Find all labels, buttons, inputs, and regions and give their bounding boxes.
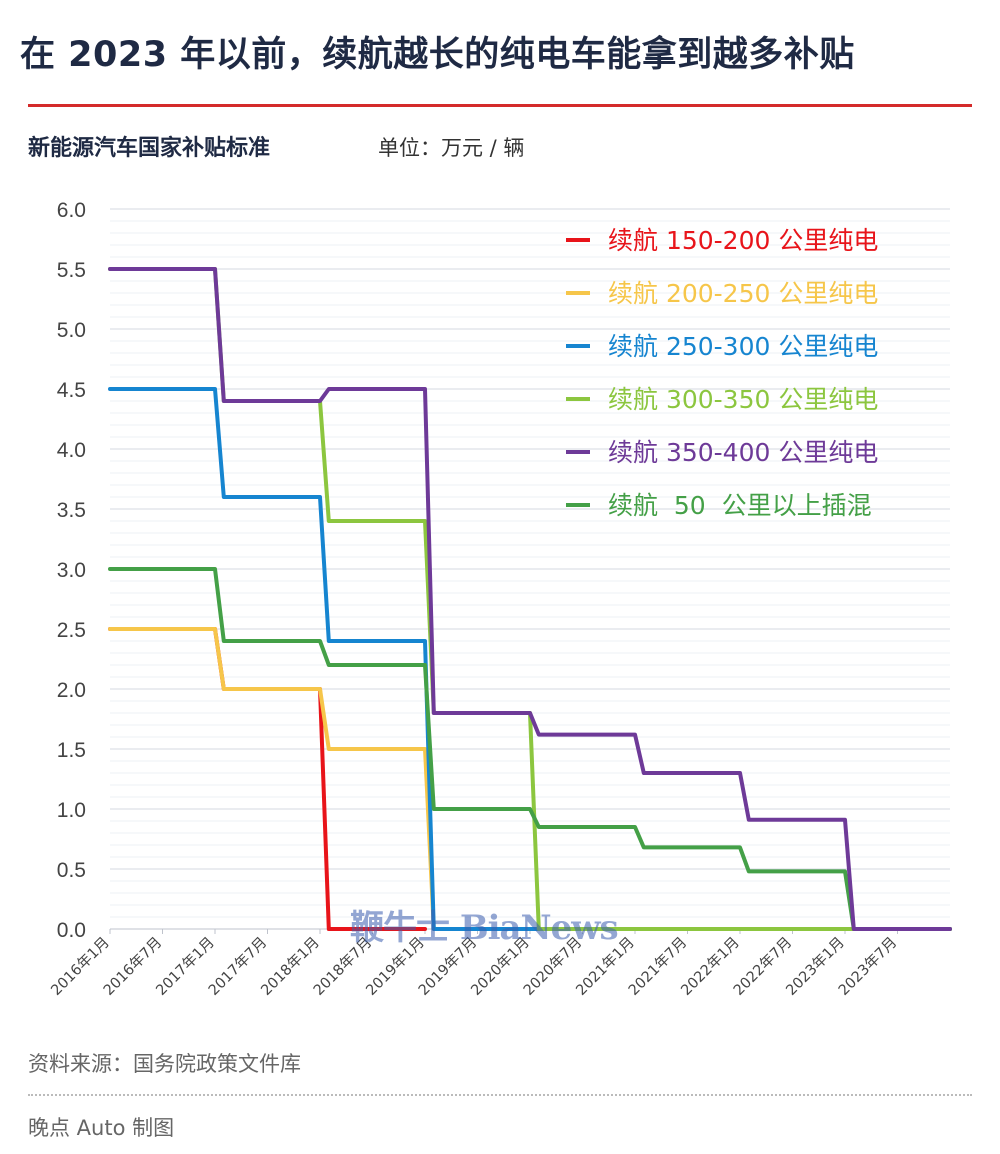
credit-note: 晚点 Auto 制图 xyxy=(28,1116,175,1140)
y-tick-label: 1.5 xyxy=(57,739,86,762)
chart-subtitle: 新能源汽车国家补贴标准 xyxy=(28,136,271,161)
y-tick-label: 3.5 xyxy=(57,499,86,522)
series-line xyxy=(108,267,952,931)
subsidy-line-chart: 0.00.51.01.52.02.53.03.54.04.55.05.56.02… xyxy=(48,199,952,999)
legend-label: 续航 350-400 公里纯电 xyxy=(608,438,878,467)
series-line xyxy=(108,267,952,931)
y-tick-label: 0.5 xyxy=(57,859,86,882)
legend-label: 续航 250-300 公里纯电 xyxy=(608,332,878,361)
page-title: 在 2023 年以前，续航越长的纯电车能拿到越多补贴 xyxy=(20,35,855,75)
y-tick-label: 1.0 xyxy=(57,799,86,822)
legend-label: 续航 200-250 公里纯电 xyxy=(608,279,878,308)
series-line xyxy=(108,387,952,931)
y-tick-label: 5.0 xyxy=(57,319,86,342)
series-line xyxy=(108,627,427,931)
footer-divider xyxy=(28,1094,972,1096)
series-line xyxy=(108,567,952,931)
y-tick-label: 4.5 xyxy=(57,379,86,402)
y-tick-label: 4.0 xyxy=(57,439,86,462)
y-tick-label: 2.5 xyxy=(57,619,86,642)
legend-label: 续航 50 公里以上插混 xyxy=(608,491,872,520)
y-tick-label: 5.5 xyxy=(57,259,86,282)
bianews-watermark: 鞭牛士 BiaNews xyxy=(350,908,619,948)
y-tick-label: 0.0 xyxy=(57,919,86,942)
legend-label: 续航 300-350 公里纯电 xyxy=(608,385,878,414)
y-tick-label: 2.0 xyxy=(57,679,86,702)
legend-label: 续航 150-200 公里纯电 xyxy=(608,226,878,255)
title-divider xyxy=(28,104,972,107)
y-tick-label: 6.0 xyxy=(57,199,86,222)
series-line xyxy=(108,627,952,931)
source-note: 资料来源：国务院政策文件库 xyxy=(28,1052,301,1076)
y-tick-label: 3.0 xyxy=(57,559,86,582)
unit-label: 单位：万元 / 辆 xyxy=(378,136,525,160)
